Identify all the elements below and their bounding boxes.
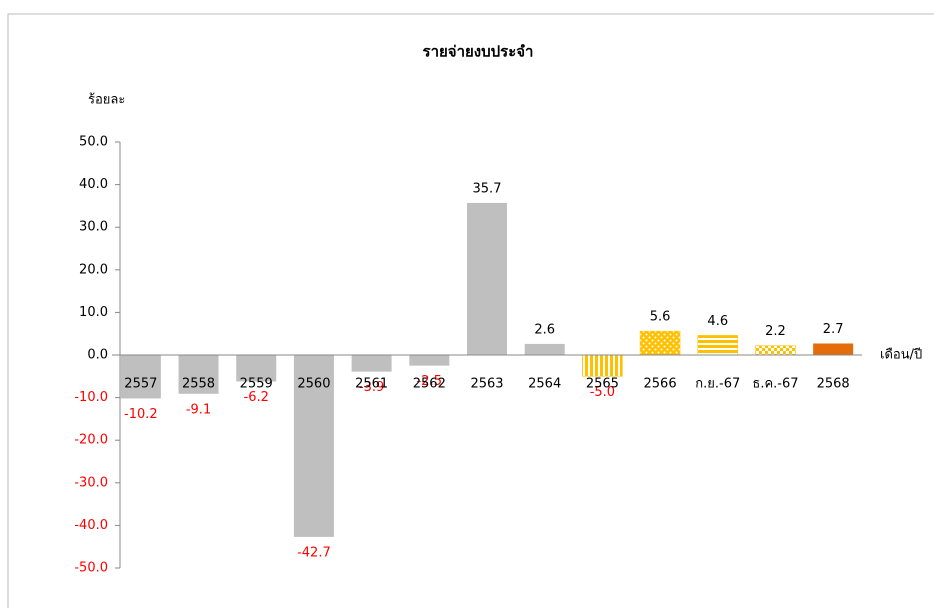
bar [120, 355, 161, 399]
bar [293, 355, 334, 537]
y-tick-label: 0.0 [87, 348, 108, 363]
x-tick-label: 2558 [182, 377, 215, 392]
y-tick-label: 40.0 [79, 177, 108, 192]
data-label: -3.9 [359, 380, 384, 395]
x-tick-label: 2564 [528, 377, 561, 392]
bar [409, 355, 450, 366]
y-tick-label: 50.0 [79, 135, 108, 150]
bar [178, 355, 219, 394]
x-tick-label: 2560 [297, 377, 330, 392]
x-tick-label: 2559 [240, 377, 273, 392]
data-label: -5.0 [590, 385, 615, 400]
data-label: 2.7 [823, 322, 844, 337]
data-label: -9.1 [186, 402, 211, 417]
data-label: 35.7 [473, 181, 502, 196]
y-tick-label: -10.0 [74, 390, 108, 405]
y-axis-label: ร้อยละ [88, 93, 125, 108]
data-label: 5.6 [650, 310, 671, 325]
y-tick-label: -50.0 [74, 561, 108, 576]
x-tick-label: 2561 [355, 377, 388, 392]
x-tick-label: ธ.ค.-67 [752, 377, 798, 392]
x-tick-label: 2563 [470, 377, 503, 392]
data-label: 2.6 [534, 322, 555, 337]
x-tick-label: 2566 [644, 377, 677, 392]
x-axis-label: เดือน/ปี [880, 347, 922, 363]
y-tick-label: 20.0 [79, 262, 108, 277]
bar [639, 330, 681, 356]
y-tick-label: -30.0 [74, 475, 108, 490]
x-tick-label: 2557 [124, 377, 157, 392]
data-label: -2.5 [417, 374, 442, 389]
y-tick-label: -20.0 [74, 433, 108, 448]
bar [755, 345, 796, 356]
bar [524, 343, 565, 355]
data-label: -42.7 [297, 545, 331, 560]
bar [236, 355, 277, 382]
data-label: 4.6 [707, 314, 728, 329]
data-label: -6.2 [244, 390, 269, 405]
bar [351, 355, 392, 372]
x-tick-label: 2562 [413, 377, 446, 392]
x-tick-label: 2565 [586, 377, 619, 392]
x-tick-label: 2568 [817, 377, 850, 392]
bar [813, 343, 854, 355]
x-tick-label: ก.ย.-67 [695, 377, 740, 392]
y-tick-label: -40.0 [74, 518, 108, 533]
y-tick-label: 10.0 [79, 305, 108, 320]
chart-title: รายจ่ายงบประจำ [423, 43, 534, 61]
data-label: -10.2 [124, 407, 158, 422]
frame [7, 13, 934, 608]
bar [467, 202, 507, 355]
bar [697, 335, 739, 356]
bar [582, 354, 623, 377]
y-tick-label: 30.0 [79, 220, 108, 235]
data-label: 2.2 [765, 324, 786, 339]
